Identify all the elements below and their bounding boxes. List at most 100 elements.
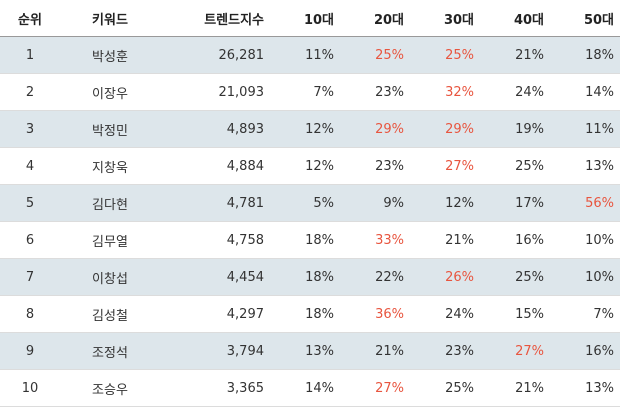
header-age-40s: 40대: [480, 0, 550, 37]
header-age-10s: 10대: [270, 0, 340, 37]
age-share-cell: 25%: [410, 369, 480, 407]
age-share-cell: 11%: [270, 36, 340, 74]
keyword-cell: 박정민: [60, 110, 160, 148]
age-share-cell: 17%: [480, 184, 550, 222]
age-share-cell: 11%: [550, 110, 620, 148]
trend-index-cell: 4,758: [160, 221, 270, 259]
age-share-cell: 18%: [270, 295, 340, 333]
age-share-cell: 13%: [270, 332, 340, 370]
age-share-cell: 16%: [480, 221, 550, 259]
age-share-cell: 12%: [270, 110, 340, 148]
rank-cell: 6: [0, 221, 60, 259]
keyword-cell: 김다현: [60, 184, 160, 222]
table-row: 7 이창섭 4,454 18% 22% 26% 25% 10%: [0, 258, 620, 296]
age-share-cell: 25%: [480, 147, 550, 185]
age-share-cell: 29%: [410, 110, 480, 148]
rank-cell: 2: [0, 73, 60, 111]
age-share-cell: 19%: [480, 110, 550, 148]
age-share-cell: 25%: [410, 36, 480, 74]
trend-index-cell: 4,781: [160, 184, 270, 222]
age-share-cell: 21%: [340, 332, 410, 370]
keyword-cell: 박성훈: [60, 36, 160, 74]
age-share-cell: 23%: [340, 147, 410, 185]
rank-cell: 9: [0, 332, 60, 370]
header-keyword: 키워드: [60, 0, 160, 37]
trend-index-cell: 4,884: [160, 147, 270, 185]
table-body: 1 박성훈 26,281 11% 25% 25% 21% 18% 2 이장우 21,093 7% 23%…: [0, 36, 620, 407]
table-row: 10 조승우 3,365 14% 27% 25% 21% 13%: [0, 369, 620, 407]
age-share-cell: 21%: [480, 369, 550, 407]
age-share-cell: 13%: [550, 147, 620, 185]
table-row: 5 김다현 4,781 5% 9% 12% 17% 56%: [0, 184, 620, 222]
table-row: 2 이장우 21,093 7% 23% 32% 24% 14%: [0, 73, 620, 111]
age-share-cell: 27%: [340, 369, 410, 407]
rank-cell: 7: [0, 258, 60, 296]
keyword-cell: 이장우: [60, 73, 160, 111]
age-share-cell: 24%: [410, 295, 480, 333]
table-header: 순위 키워드 트렌드지수 10대 20대 30대 40대 50대: [0, 0, 620, 37]
age-share-cell: 24%: [480, 73, 550, 111]
age-share-cell: 27%: [410, 147, 480, 185]
rank-cell: 4: [0, 147, 60, 185]
trend-index-cell: 3,365: [160, 369, 270, 407]
rank-cell: 5: [0, 184, 60, 222]
age-share-cell: 7%: [270, 73, 340, 111]
rank-cell: 1: [0, 36, 60, 74]
header-row: 순위 키워드 트렌드지수 10대 20대 30대 40대 50대: [0, 0, 620, 37]
age-share-cell: 23%: [410, 332, 480, 370]
age-share-cell: 22%: [340, 258, 410, 296]
age-share-cell: 7%: [550, 295, 620, 333]
age-share-cell: 15%: [480, 295, 550, 333]
trend-index-cell: 21,093: [160, 73, 270, 111]
trend-index-cell: 4,893: [160, 110, 270, 148]
keyword-cell: 김무열: [60, 221, 160, 259]
age-share-cell: 27%: [480, 332, 550, 370]
table-row: 3 박정민 4,893 12% 29% 29% 19% 11%: [0, 110, 620, 148]
age-share-cell: 21%: [410, 221, 480, 259]
age-share-cell: 21%: [480, 36, 550, 74]
table-row: 1 박성훈 26,281 11% 25% 25% 21% 18%: [0, 36, 620, 74]
table-row: 9 조정석 3,794 13% 21% 23% 27% 16%: [0, 332, 620, 370]
keyword-cell: 조승우: [60, 369, 160, 407]
rank-cell: 8: [0, 295, 60, 333]
keyword-cell: 조정석: [60, 332, 160, 370]
age-share-cell: 18%: [270, 221, 340, 259]
age-share-cell: 13%: [550, 369, 620, 407]
trend-index-cell: 4,297: [160, 295, 270, 333]
table-row: 8 김성철 4,297 18% 36% 24% 15% 7%: [0, 295, 620, 333]
age-share-cell: 25%: [480, 258, 550, 296]
keyword-cell: 이창섭: [60, 258, 160, 296]
age-share-cell: 18%: [270, 258, 340, 296]
trend-index-cell: 3,794: [160, 332, 270, 370]
table-row: 6 김무열 4,758 18% 33% 21% 16% 10%: [0, 221, 620, 259]
age-share-cell: 14%: [270, 369, 340, 407]
age-share-cell: 36%: [340, 295, 410, 333]
header-age-20s: 20대: [340, 0, 410, 37]
age-share-cell: 12%: [410, 184, 480, 222]
age-share-cell: 5%: [270, 184, 340, 222]
age-share-cell: 33%: [340, 221, 410, 259]
age-share-cell: 9%: [340, 184, 410, 222]
header-trend-index: 트렌드지수: [160, 0, 270, 37]
age-share-cell: 12%: [270, 147, 340, 185]
age-share-cell: 32%: [410, 73, 480, 111]
age-share-cell: 14%: [550, 73, 620, 111]
header-age-30s: 30대: [410, 0, 480, 37]
age-share-cell: 23%: [340, 73, 410, 111]
keyword-cell: 지창욱: [60, 147, 160, 185]
table-row: 4 지창욱 4,884 12% 23% 27% 25% 13%: [0, 147, 620, 185]
header-rank: 순위: [0, 0, 60, 37]
header-age-50s: 50대: [550, 0, 620, 37]
rank-cell: 10: [0, 369, 60, 407]
age-share-cell: 16%: [550, 332, 620, 370]
age-share-cell: 56%: [550, 184, 620, 222]
age-share-cell: 25%: [340, 36, 410, 74]
age-share-cell: 10%: [550, 258, 620, 296]
age-share-cell: 18%: [550, 36, 620, 74]
age-share-cell: 10%: [550, 221, 620, 259]
age-share-cell: 29%: [340, 110, 410, 148]
trend-index-cell: 26,281: [160, 36, 270, 74]
rank-cell: 3: [0, 110, 60, 148]
age-share-cell: 26%: [410, 258, 480, 296]
